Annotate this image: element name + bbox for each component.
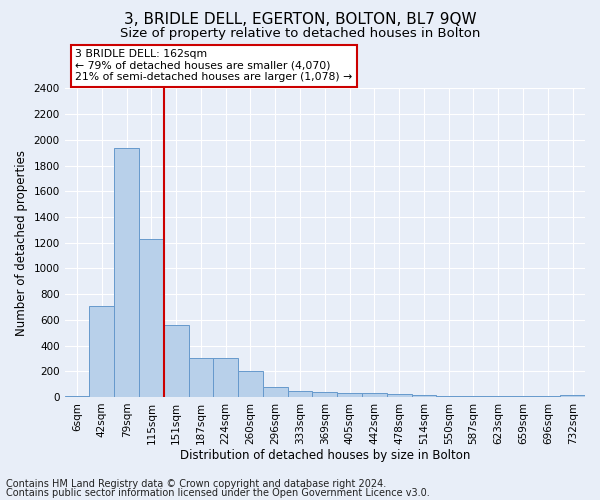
Bar (387, 394, 412, 397)
Bar (486, 396, 511, 397)
Bar (362, 393, 387, 397)
Bar (188, 358, 214, 397)
Y-axis label: Number of detached properties: Number of detached properties (15, 150, 28, 336)
Text: 3, BRIDLE DELL, EGERTON, BOLTON, BL7 9QW: 3, BRIDLE DELL, EGERTON, BOLTON, BL7 9QW (124, 12, 476, 28)
Bar (114, 148, 139, 397)
X-axis label: Distribution of detached houses by size in Bolton: Distribution of detached houses by size … (179, 450, 470, 462)
Bar (214, 358, 238, 397)
Bar (139, 239, 164, 397)
Bar (164, 325, 188, 397)
Text: Size of property relative to detached houses in Bolton: Size of property relative to detached ho… (120, 28, 480, 40)
Bar (238, 371, 263, 397)
Bar (263, 388, 287, 397)
Bar (65, 396, 89, 397)
Bar (560, 395, 585, 397)
Bar (511, 396, 535, 397)
Bar (535, 396, 560, 397)
Bar (287, 391, 313, 397)
Bar (436, 396, 461, 397)
Text: Contains public sector information licensed under the Open Government Licence v3: Contains public sector information licen… (6, 488, 430, 498)
Bar (89, 306, 114, 397)
Bar (313, 392, 337, 397)
Bar (461, 396, 486, 397)
Text: 3 BRIDLE DELL: 162sqm
← 79% of detached houses are smaller (4,070)
21% of semi-d: 3 BRIDLE DELL: 162sqm ← 79% of detached … (75, 49, 352, 82)
Bar (412, 395, 436, 397)
Bar (337, 393, 362, 397)
Text: Contains HM Land Registry data © Crown copyright and database right 2024.: Contains HM Land Registry data © Crown c… (6, 479, 386, 489)
